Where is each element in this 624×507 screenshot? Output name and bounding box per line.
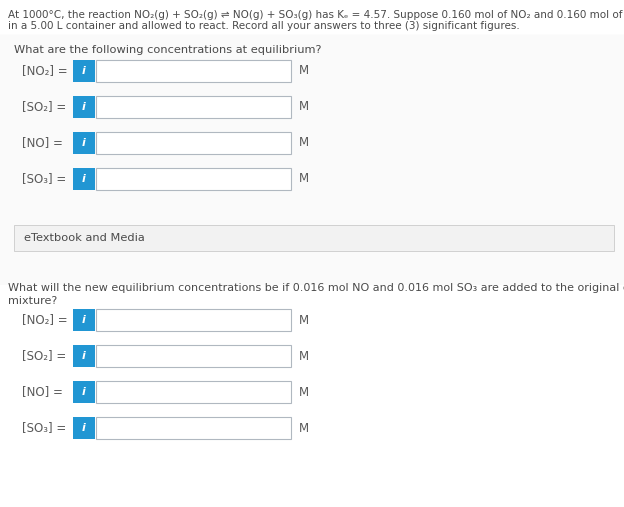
Bar <box>73 345 95 367</box>
Text: [SO₂] =: [SO₂] = <box>22 349 66 363</box>
Text: i: i <box>82 423 86 433</box>
Text: [NO₂] =: [NO₂] = <box>22 313 67 327</box>
Text: i: i <box>82 174 86 184</box>
Bar <box>0 35 624 285</box>
Text: i: i <box>82 102 86 112</box>
Bar <box>96 345 291 367</box>
Text: in a 5.00 L container and allowed to react. Record all your answers to three (3): in a 5.00 L container and allowed to rea… <box>8 21 520 31</box>
Bar <box>96 96 291 118</box>
Bar <box>73 60 95 82</box>
Bar <box>73 168 95 190</box>
Text: [NO] =: [NO] = <box>22 385 63 399</box>
Text: i: i <box>82 351 86 361</box>
Bar <box>73 96 95 118</box>
Bar <box>14 225 614 251</box>
Text: [NO] =: [NO] = <box>22 136 63 150</box>
Text: M: M <box>299 313 309 327</box>
Text: M: M <box>299 421 309 434</box>
Text: [SO₃] =: [SO₃] = <box>22 421 66 434</box>
Bar <box>73 132 95 154</box>
Text: What will the new equilibrium concentrations be if 0.016 mol NO and 0.016 mol SO: What will the new equilibrium concentrat… <box>8 283 624 293</box>
Bar <box>96 132 291 154</box>
Text: i: i <box>82 315 86 325</box>
Text: At 1000°C, the reaction NO₂(g) + SO₂(g) ⇌ NO(g) + SO₃(g) has Kₑ = 4.57. Suppose : At 1000°C, the reaction NO₂(g) + SO₂(g) … <box>8 10 624 20</box>
Text: M: M <box>299 349 309 363</box>
Text: M: M <box>299 172 309 186</box>
Text: i: i <box>82 66 86 76</box>
Text: M: M <box>299 136 309 150</box>
Bar <box>73 309 95 331</box>
Text: mixture?: mixture? <box>8 296 57 306</box>
Bar <box>73 417 95 439</box>
Bar <box>96 168 291 190</box>
Bar <box>73 381 95 403</box>
Bar <box>96 381 291 403</box>
Text: [NO₂] =: [NO₂] = <box>22 64 67 78</box>
Text: [SO₂] =: [SO₂] = <box>22 100 66 114</box>
Text: M: M <box>299 64 309 78</box>
Bar <box>96 60 291 82</box>
Text: eTextbook and Media: eTextbook and Media <box>24 233 145 243</box>
Bar <box>96 309 291 331</box>
Text: M: M <box>299 385 309 399</box>
Text: i: i <box>82 387 86 397</box>
Text: i: i <box>82 138 86 148</box>
Text: [SO₃] =: [SO₃] = <box>22 172 66 186</box>
Bar <box>96 417 291 439</box>
Text: M: M <box>299 100 309 114</box>
Text: What are the following concentrations at equilibrium?: What are the following concentrations at… <box>14 45 321 55</box>
